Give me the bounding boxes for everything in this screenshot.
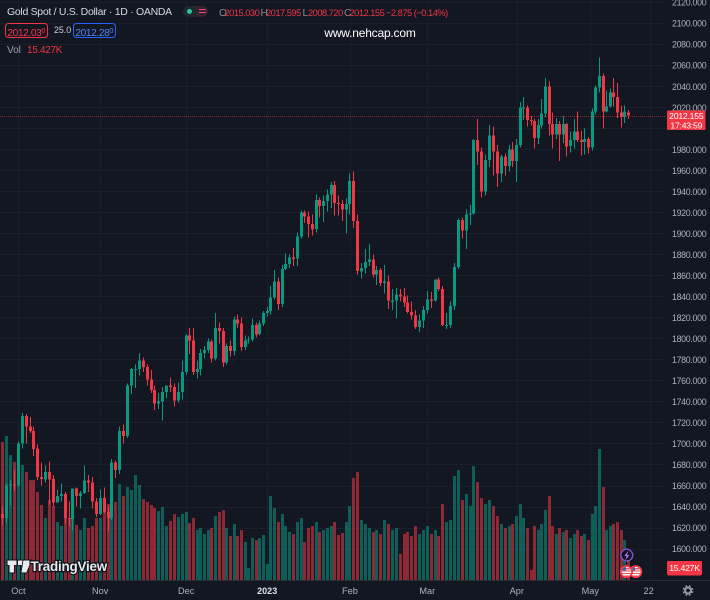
svg-text:Oct: Oct (11, 586, 26, 596)
svg-text:2012.155: 2012.155 (669, 111, 704, 121)
svg-text:2020.000: 2020.000 (672, 103, 707, 113)
svg-text:22: 22 (643, 586, 653, 596)
svg-text:2080.000: 2080.000 (672, 40, 707, 50)
svg-text:2100.000: 2100.000 (672, 19, 707, 29)
svg-text:1980.000: 1980.000 (672, 145, 707, 155)
svg-text:1760.000: 1760.000 (672, 376, 707, 386)
svg-text:1620.000: 1620.000 (672, 523, 707, 533)
svg-text:1680.000: 1680.000 (672, 460, 707, 470)
svg-text:Feb: Feb (342, 586, 358, 596)
svg-text:Mar: Mar (419, 586, 435, 596)
svg-text:1960.000: 1960.000 (672, 166, 707, 176)
svg-text:17:43:59: 17:43:59 (670, 120, 702, 130)
svg-text:2060.000: 2060.000 (672, 61, 707, 71)
svg-text:1900.000: 1900.000 (672, 229, 707, 239)
svg-text:1640.000: 1640.000 (672, 502, 707, 512)
svg-text:1860.000: 1860.000 (672, 271, 707, 281)
svg-text:2023: 2023 (257, 586, 277, 596)
svg-text:1920.000: 1920.000 (672, 208, 707, 218)
svg-text:Dec: Dec (178, 586, 195, 596)
svg-text:TradingView: TradingView (31, 559, 108, 574)
svg-text:1880.000: 1880.000 (672, 250, 707, 260)
svg-text:2040.000: 2040.000 (672, 82, 707, 92)
svg-text:1840.000: 1840.000 (672, 292, 707, 302)
svg-text:1800.000: 1800.000 (672, 334, 707, 344)
svg-text:1700.000: 1700.000 (672, 439, 707, 449)
svg-text:1820.000: 1820.000 (672, 313, 707, 323)
svg-text:1940.000: 1940.000 (672, 187, 707, 197)
svg-text:1660.000: 1660.000 (672, 481, 707, 491)
svg-text:May: May (582, 586, 600, 596)
svg-text:1720.000: 1720.000 (672, 418, 707, 428)
svg-text:2120.000: 2120.000 (672, 0, 707, 8)
svg-text:15.427K: 15.427K (669, 563, 700, 573)
svg-text:1740.000: 1740.000 (672, 397, 707, 407)
svg-text:Apr: Apr (510, 586, 524, 596)
svg-text:1780.000: 1780.000 (672, 355, 707, 365)
svg-text:Nov: Nov (92, 586, 109, 596)
svg-text:1600.000: 1600.000 (672, 544, 707, 554)
